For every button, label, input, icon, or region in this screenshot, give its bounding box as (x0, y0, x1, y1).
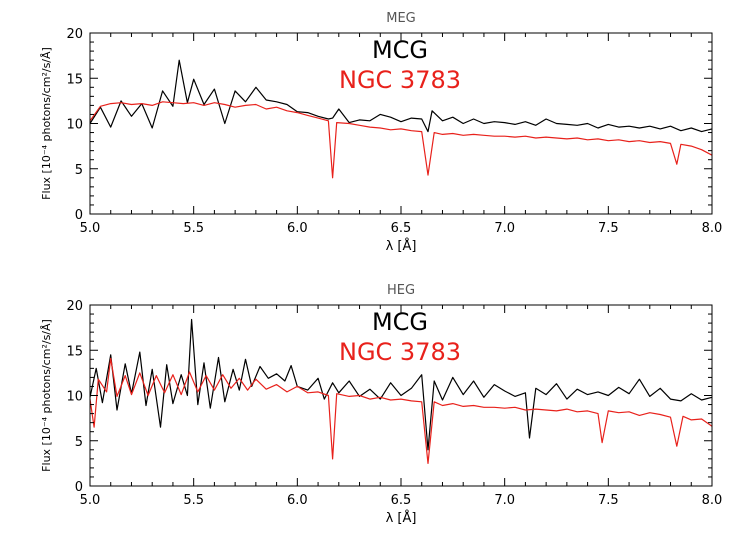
x-tick-label: 6.0 (287, 221, 308, 236)
series-line-ngc-3783 (89, 357, 713, 464)
y-tick-label: 20 (66, 299, 83, 314)
x-tick-label: 6.5 (391, 221, 412, 236)
x-tick-label: 7.0 (494, 221, 515, 236)
series-line-mcg (89, 59, 713, 133)
x-tick-label: 5.5 (183, 221, 204, 236)
x-tick-label: 5.0 (80, 221, 101, 236)
panel-heg: HEG 5.0 5.5 6.0 6.5 7.0 7.5 8.0 0 5 10 15 20 λ [Å] Flu… (40, 283, 722, 526)
x-tick-label: 7.5 (598, 221, 619, 236)
y-tick-label: 5 (75, 163, 83, 178)
x-tick-label: 6.0 (287, 493, 308, 508)
x-tick-label: 5.0 (80, 493, 101, 508)
legend-label-mcg: MCG (372, 36, 428, 64)
series-line-mcg (89, 318, 713, 451)
legend-label-ngc-3783: NGC 3783 (339, 338, 461, 366)
y-tick-label: 0 (75, 208, 83, 223)
y-tick-label: 0 (75, 480, 83, 495)
legend-label-mcg: MCG (372, 308, 428, 336)
x-axis-label: λ [Å] (386, 238, 417, 254)
y-tick-label: 10 (66, 390, 83, 405)
x-tick-label: 7.0 (494, 493, 515, 508)
y-axis-label: Flux [10⁻⁴ photons/cm²/s/Å] (40, 47, 53, 200)
x-tick-label: 6.5 (391, 493, 412, 508)
y-tick-label: 20 (66, 27, 83, 42)
y-tick-label: 15 (66, 72, 83, 87)
y-axis-label: Flux [10⁻⁴ photons/cm²/s/Å] (40, 319, 53, 472)
x-tick-label: 8.0 (702, 493, 723, 508)
series-line-ngc-3783 (89, 101, 713, 179)
panel-meg: MEG 5.0 5.5 6.0 6.5 7.0 7.5 8.0 0 5 10 15 20 λ [Å] Flu… (40, 11, 722, 254)
panel-title: MEG (386, 11, 416, 26)
y-tick-label: 10 (66, 118, 83, 133)
x-axis-label: λ [Å] (386, 510, 417, 526)
x-tick-label: 5.5 (183, 493, 204, 508)
legend-label-ngc-3783: NGC 3783 (339, 66, 461, 94)
y-tick-label: 15 (66, 344, 83, 359)
y-tick-label: 5 (75, 435, 83, 450)
x-tick-label: 7.5 (598, 493, 619, 508)
x-tick-label: 8.0 (702, 221, 723, 236)
panel-title: HEG (387, 283, 415, 298)
